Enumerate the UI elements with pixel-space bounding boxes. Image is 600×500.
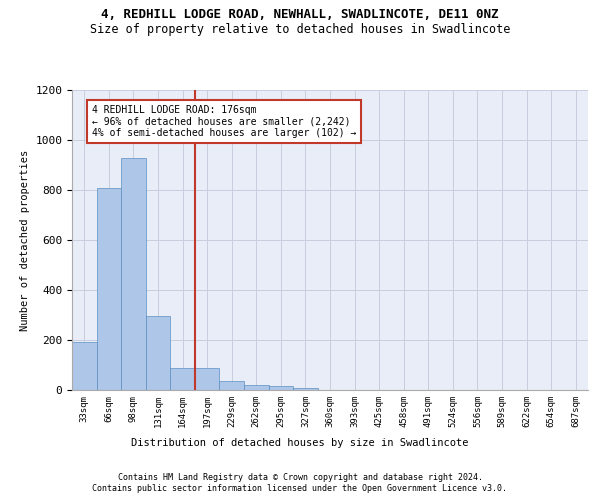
Bar: [146, 316, 170, 390]
Text: Distribution of detached houses by size in Swadlincote: Distribution of detached houses by size …: [131, 438, 469, 448]
Bar: [170, 368, 195, 390]
Bar: [269, 386, 293, 390]
Text: Size of property relative to detached houses in Swadlincote: Size of property relative to detached ho…: [90, 22, 510, 36]
Bar: [121, 158, 146, 390]
Bar: [97, 188, 121, 390]
Bar: [195, 368, 220, 390]
Bar: [244, 385, 269, 390]
Bar: [72, 342, 97, 390]
Y-axis label: Number of detached properties: Number of detached properties: [20, 150, 30, 330]
Bar: [220, 381, 244, 390]
Bar: [293, 388, 318, 390]
Text: 4 REDHILL LODGE ROAD: 176sqm
← 96% of detached houses are smaller (2,242)
4% of : 4 REDHILL LODGE ROAD: 176sqm ← 96% of de…: [92, 105, 356, 138]
Text: Contains HM Land Registry data © Crown copyright and database right 2024.: Contains HM Land Registry data © Crown c…: [118, 472, 482, 482]
Text: Contains public sector information licensed under the Open Government Licence v3: Contains public sector information licen…: [92, 484, 508, 493]
Text: 4, REDHILL LODGE ROAD, NEWHALL, SWADLINCOTE, DE11 0NZ: 4, REDHILL LODGE ROAD, NEWHALL, SWADLINC…: [101, 8, 499, 20]
